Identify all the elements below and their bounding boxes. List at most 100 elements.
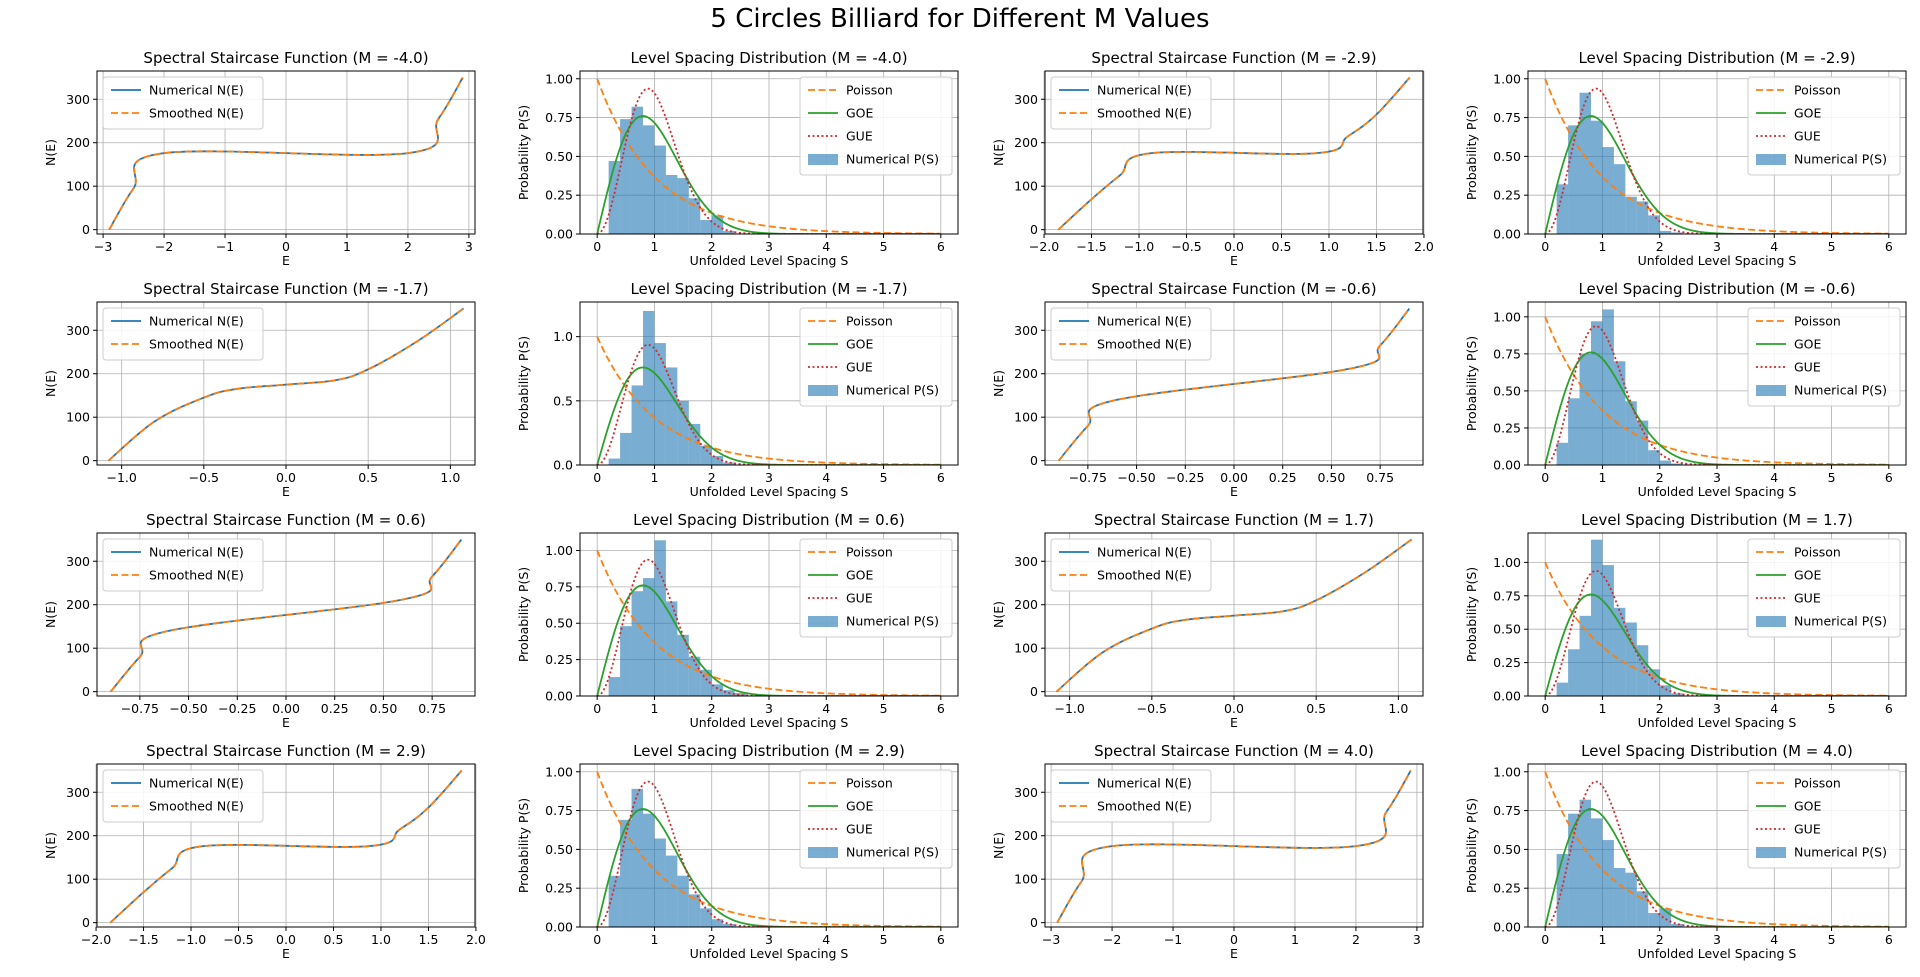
y-axis-label: N(E) xyxy=(991,832,1006,859)
legend-label: Smoothed N(E) xyxy=(1097,799,1192,814)
legend-label: Poisson xyxy=(846,314,893,329)
x-tick-label: −1.0 xyxy=(106,470,136,485)
legend-label: GUE xyxy=(846,129,873,144)
series-curve-goe xyxy=(1544,808,1889,927)
y-tick-label: 200 xyxy=(1014,597,1038,612)
subplot: −2.0 −1.5 −1.0 −0.5 0.0 0.5 1.0 1.5 2.0 0 100 200 30… xyxy=(991,49,1434,268)
hist-bar xyxy=(620,432,632,465)
x-tick-label: −0.5 xyxy=(1137,701,1167,716)
x-tick-label: −3 xyxy=(94,239,112,254)
subplot-title: Spectral Staircase Function (M = 1.7) xyxy=(1094,511,1374,529)
x-tick-label: 1.0 xyxy=(1319,239,1339,254)
y-tick-label: 300 xyxy=(66,785,90,800)
legend: Numerical N(E) Smoothed N(E) xyxy=(1050,538,1212,592)
legend: Numerical N(E) Smoothed N(E) xyxy=(102,538,264,592)
legend-swatch xyxy=(1756,154,1786,165)
y-tick-label: 0.50 xyxy=(1493,842,1521,857)
legend: Poisson GOE GUE Numerical P(S) xyxy=(799,76,953,176)
x-tick-label: 1 xyxy=(1598,701,1606,716)
legend-box xyxy=(799,538,953,638)
hist-bar xyxy=(677,178,689,234)
subplot: −3 −2 −1 0 1 2 3 0 100 200 300 Spectral Staircase F… xyxy=(991,742,1424,961)
hist-bar xyxy=(700,220,712,234)
y-tick-label: 300 xyxy=(1014,92,1038,107)
subplot: −0.75 −0.50 −0.25 0.00 0.25 0.50 0.75 0 100 200 30… xyxy=(991,280,1424,499)
x-axis-label: E xyxy=(1230,715,1238,730)
hist-bar xyxy=(1579,615,1591,696)
x-tick-label: −1 xyxy=(216,239,234,254)
hist-bar xyxy=(654,343,666,465)
legend: Numerical N(E) Smoothed N(E) xyxy=(102,307,264,361)
series-line-smoothed xyxy=(109,769,463,924)
legend-box xyxy=(799,307,953,407)
legend-label: Numerical N(E) xyxy=(1097,545,1192,560)
y-tick-label: 200 xyxy=(66,135,90,150)
subplot-title: Spectral Staircase Function (M = -4.0) xyxy=(143,49,428,67)
hist-bar xyxy=(631,106,643,234)
legend-label: Numerical P(S) xyxy=(846,152,939,167)
y-tick-label: 1.00 xyxy=(545,543,573,558)
y-tick-label: 0 xyxy=(1030,915,1038,930)
hist-bar xyxy=(608,677,621,696)
x-tick-label: 0.0 xyxy=(1224,701,1244,716)
plot-area xyxy=(109,538,463,693)
y-tick-label: 0.25 xyxy=(1493,655,1521,670)
legend-label: GOE xyxy=(1794,337,1822,352)
plot-area xyxy=(596,771,941,927)
x-tick-label: 1 xyxy=(650,701,658,716)
y-tick-label: 0.00 xyxy=(545,227,573,242)
x-tick-label: 2 xyxy=(1656,239,1664,254)
hist-bar xyxy=(1648,913,1660,927)
legend-box xyxy=(102,769,264,823)
y-axis-label: N(E) xyxy=(43,370,58,397)
x-tick-label: 0.0 xyxy=(276,470,296,485)
y-axis-label: N(E) xyxy=(991,601,1006,628)
subplot-title: Spectral Staircase Function (M = -2.9) xyxy=(1091,49,1376,67)
hist-bar xyxy=(631,788,643,927)
subplot: −1.0 −0.5 0.0 0.5 1.0 0 100 200 300 Spectral Stai… xyxy=(991,511,1424,730)
hist-bar xyxy=(677,634,689,696)
x-tick-label: 6 xyxy=(1885,470,1893,485)
y-tick-label: 0.50 xyxy=(545,842,573,857)
y-axis-label: N(E) xyxy=(43,139,58,166)
plot-area xyxy=(1057,307,1411,462)
hist-bar xyxy=(643,310,655,465)
x-tick-label: −0.5 xyxy=(223,932,253,947)
legend-label: Numerical P(S) xyxy=(1794,845,1887,860)
x-tick-label: 1.5 xyxy=(1367,239,1387,254)
x-tick-label: 0.25 xyxy=(321,701,349,716)
x-tick-label: −0.75 xyxy=(121,701,159,716)
y-axis-label: Probability P(S) xyxy=(516,336,531,431)
x-tick-label: 0 xyxy=(1541,239,1549,254)
legend-box xyxy=(102,76,264,130)
x-axis-label: E xyxy=(1230,253,1238,268)
hist-bar xyxy=(1648,669,1660,696)
x-tick-label: 3 xyxy=(1713,239,1721,254)
legend: Numerical N(E) Smoothed N(E) xyxy=(1050,76,1212,130)
hist-bar xyxy=(1659,230,1672,234)
x-axis-label: Unfolded Level Spacing S xyxy=(690,946,849,961)
hist-bar xyxy=(700,669,712,696)
x-axis-label: Unfolded Level Spacing S xyxy=(1638,715,1797,730)
series-curve-poisson xyxy=(596,78,941,234)
x-tick-label: −2 xyxy=(155,239,173,254)
legend-label: Numerical P(S) xyxy=(846,383,939,398)
hist-bar xyxy=(1568,649,1580,696)
x-tick-label: 5 xyxy=(880,932,888,947)
legend-label: GUE xyxy=(1794,591,1821,606)
x-tick-label: 0.0 xyxy=(276,932,296,947)
x-tick-label: 1 xyxy=(1291,932,1299,947)
legend-swatch xyxy=(1756,616,1786,627)
hist-bar xyxy=(711,684,724,696)
legend-box xyxy=(102,538,264,592)
legend-box xyxy=(1747,538,1901,638)
series-line-smoothed xyxy=(107,307,465,462)
hist-bar xyxy=(1579,799,1591,927)
hist-bar xyxy=(677,400,689,465)
x-tick-label: 3 xyxy=(1713,932,1721,947)
x-axis-label: E xyxy=(282,946,290,961)
x-tick-label: 0 xyxy=(1541,701,1549,716)
y-tick-label: 0.50 xyxy=(545,616,573,631)
hist-bar xyxy=(1625,622,1637,696)
